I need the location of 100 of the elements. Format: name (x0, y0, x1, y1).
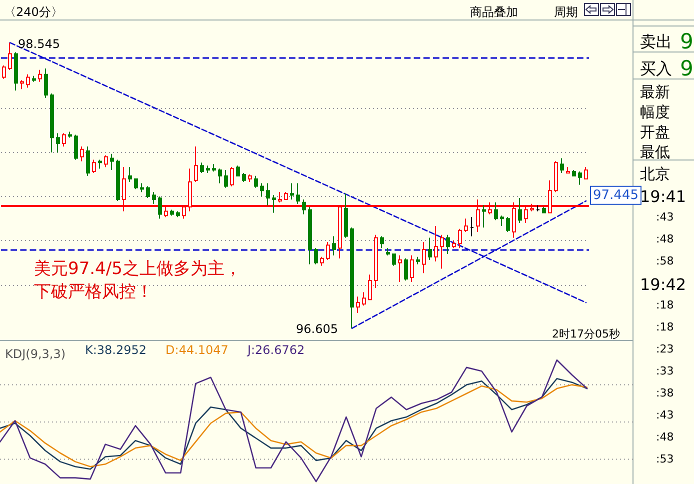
candlestick (26, 74, 30, 88)
text: J:26.6762 (246, 343, 305, 357)
candlestick (446, 234, 450, 254)
text: 幅度 (640, 102, 670, 121)
text: :58 (656, 254, 674, 268)
ref-line-label: 97.445 (593, 188, 638, 203)
candlestick (272, 194, 276, 214)
text: 周期 (554, 4, 578, 19)
candlestick (56, 132, 60, 153)
candlestick (452, 240, 456, 249)
candlestick (38, 69, 42, 82)
candlestick (92, 159, 96, 174)
text: 9 (680, 56, 694, 81)
text: 〈240分〉 (4, 4, 63, 19)
candlestick (140, 182, 144, 193)
candlestick (554, 160, 558, 193)
candlestick (566, 166, 570, 174)
candlestick (578, 171, 582, 186)
candlestick (440, 234, 444, 270)
text: :38 (656, 386, 674, 400)
text: 开盘 (640, 122, 670, 141)
text: :18 (656, 298, 674, 312)
candlestick (44, 68, 48, 98)
text: D:44.1047 (166, 343, 228, 357)
candlestick (20, 80, 24, 90)
candlestick (584, 166, 588, 180)
candlestick (200, 162, 204, 174)
candlestick (170, 209, 174, 216)
candlestick (8, 42, 12, 70)
candlestick (248, 174, 252, 182)
candlestick (224, 170, 228, 188)
text: :48 (656, 232, 674, 246)
annotation: 96.605 (296, 322, 338, 336)
candlestick (86, 146, 90, 176)
candlestick (158, 196, 162, 220)
candlestick (116, 159, 120, 202)
candlestick (32, 75, 36, 82)
candlestick (500, 215, 504, 226)
text: :43 (656, 408, 674, 422)
text: 9 (680, 30, 694, 54)
text: :18 (656, 320, 674, 334)
candlestick (416, 256, 420, 265)
candlestick (74, 134, 78, 160)
candlestick (278, 192, 282, 203)
candlestick (308, 206, 312, 265)
candlestick (302, 198, 306, 215)
text: 北京 (640, 164, 670, 183)
candlestick (206, 165, 210, 174)
annotation: 98.545 (18, 36, 60, 51)
candlestick (542, 206, 546, 214)
annotation: 2时17分05秒 (552, 328, 620, 341)
candlestick (434, 225, 438, 262)
candlestick (290, 182, 294, 200)
candlestick (428, 237, 432, 260)
text: 最新 (640, 82, 670, 101)
annotation: 美元97.4/5之上做多为主， (34, 259, 242, 280)
candlestick (80, 146, 84, 162)
candlestick (470, 216, 474, 237)
candlestick (314, 248, 318, 265)
candlestick (284, 192, 288, 200)
candlestick (380, 236, 384, 249)
candlestick (386, 248, 390, 256)
candlestick (518, 198, 522, 224)
candlestick (332, 236, 336, 256)
candlestick (194, 146, 198, 182)
text: :48 (656, 430, 674, 444)
candlestick (326, 242, 330, 260)
candlestick (458, 228, 462, 249)
candlestick (14, 52, 18, 92)
text: 19:42 (640, 274, 686, 294)
candlestick (572, 170, 576, 176)
text: K:38.2952 (85, 343, 147, 357)
candlestick (2, 65, 6, 80)
candlestick (506, 216, 510, 232)
candlestick (254, 175, 258, 188)
candlestick (362, 292, 366, 306)
candlestick (482, 204, 486, 228)
candlestick (464, 218, 468, 232)
candlestick (104, 154, 108, 168)
candlestick (410, 254, 414, 282)
text: 买入 (640, 58, 672, 78)
candlestick (236, 165, 240, 176)
candlestick (176, 210, 180, 218)
candlestick (392, 253, 396, 266)
candlestick (398, 254, 402, 282)
candlestick (536, 204, 540, 212)
candlestick (368, 274, 372, 300)
chart-title: KDJ(9,3,3) (5, 347, 66, 361)
text: :33 (656, 364, 674, 378)
text: 19:41 (640, 186, 686, 206)
candlestick (50, 92, 54, 153)
candlestick (356, 296, 360, 314)
candlestick (110, 153, 114, 171)
candlestick (242, 172, 246, 182)
candlestick (266, 182, 270, 206)
candlestick (152, 192, 156, 204)
annotation: 下破严格风控！ (34, 282, 153, 302)
candlestick (320, 256, 324, 266)
text: 商品叠加 (470, 4, 518, 19)
candlestick (344, 193, 348, 238)
